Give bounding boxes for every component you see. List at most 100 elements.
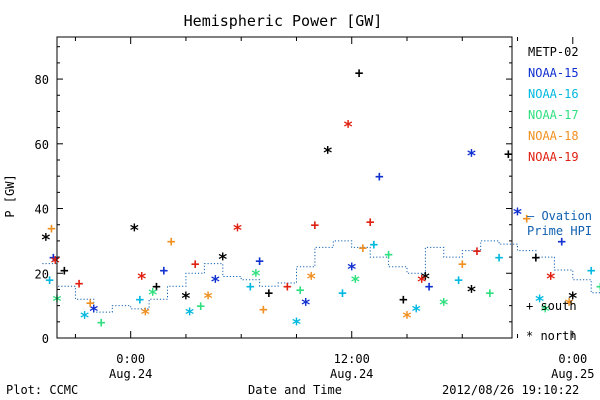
- south-point-noaa-15: +: [375, 169, 383, 185]
- x-tick-label-date: Aug.24: [109, 367, 152, 381]
- plot-credit: Plot: CCMC: [6, 383, 78, 397]
- y-tick-label: 20: [35, 267, 49, 281]
- south-point-metp-02: +: [504, 147, 512, 163]
- north-point-noaa-17: *: [540, 302, 550, 322]
- legend-noaa-17: NOAA-17: [528, 108, 579, 122]
- south-point-noaa-15: +: [49, 250, 57, 266]
- legend-symbol-north: * north: [526, 329, 577, 343]
- south-point-noaa-17: +: [486, 286, 494, 302]
- south-point-noaa-17: +: [296, 283, 304, 299]
- south-point-noaa-18: +: [167, 234, 175, 250]
- north-point-noaa-15: *: [89, 302, 99, 322]
- legend-symbol-south: + south: [526, 299, 577, 313]
- south-point-noaa-17: +: [97, 315, 105, 331]
- south-point-noaa-16: +: [495, 250, 503, 266]
- north-point-metp-02: *: [181, 289, 191, 309]
- south-point-noaa-15: +: [557, 234, 565, 250]
- legend-noaa-18: NOAA-18: [528, 129, 579, 143]
- x-tick-label-date: Aug.25: [551, 367, 594, 381]
- north-point-noaa-15: *: [512, 205, 522, 225]
- north-point-noaa-19: *: [232, 221, 242, 241]
- north-point-noaa-19: *: [50, 253, 60, 273]
- south-point-metp-02: +: [399, 292, 407, 308]
- north-point-noaa-16: *: [184, 305, 194, 325]
- south-point-metp-02: +: [152, 279, 160, 295]
- south-point-noaa-19: +: [283, 279, 291, 295]
- north-point-metp-02: *: [568, 289, 578, 309]
- chart-title: Hemispheric Power [GW]: [184, 12, 383, 30]
- plot-axes: 0204060800:00Aug.2412:00Aug.240:00Aug.25…: [35, 36, 594, 381]
- ovation-hpi-series: [42, 240, 600, 313]
- south-point-noaa-18: +: [359, 240, 367, 256]
- south-point-noaa-17: +: [196, 299, 204, 315]
- south-point-noaa-19: +: [311, 218, 319, 234]
- north-point-noaa-15: *: [210, 273, 220, 293]
- plot-timestamp: 2012/08/26 19:10:22: [442, 383, 579, 397]
- north-point-noaa-17: *: [350, 273, 360, 293]
- legend-noaa-16: NOAA-16: [528, 87, 579, 101]
- south-point-noaa-18: +: [458, 257, 466, 273]
- south-point-noaa-15: +: [160, 263, 168, 279]
- north-point-noaa-19: *: [417, 273, 427, 293]
- y-tick-label: 60: [35, 138, 49, 152]
- south-point-noaa-15: +: [255, 253, 263, 269]
- north-point-noaa-18: *: [203, 289, 213, 309]
- north-point-noaa-15: *: [466, 147, 476, 167]
- north-point-noaa-16: *: [291, 315, 301, 335]
- south-point-noaa-19: +: [473, 244, 481, 260]
- north-point-noaa-17: *: [439, 295, 449, 315]
- legend-noaa-15: NOAA-15: [528, 66, 579, 80]
- south-point-noaa-16: +: [45, 273, 53, 289]
- north-point-noaa-18: *: [402, 308, 412, 328]
- y-tick-label: 0: [42, 332, 49, 346]
- legend-ovation-hpi: Prime HPI: [527, 224, 592, 238]
- x-tick-label-time: 0:00: [558, 352, 587, 366]
- north-point-noaa-18: *: [140, 305, 150, 325]
- x-axis-label: Date and Time: [248, 383, 342, 397]
- x-tick-label-time: 0:00: [116, 352, 145, 366]
- ovation-hpi-line: [42, 240, 600, 313]
- north-point-metp-02: *: [129, 221, 139, 241]
- x-tick-label-time: 12:00: [334, 352, 370, 366]
- south-point-noaa-16: +: [454, 273, 462, 289]
- south-point-noaa-19: +: [366, 215, 374, 231]
- legend: METP-02 NOAA-15 NOAA-16 NOAA-17 NOAA-18 NOAA-…: [526, 45, 592, 343]
- x-tick-label-date: Aug.24: [330, 367, 373, 381]
- data-points: *+*+**+*++**++**+**+*+*+*+*+*+*++*+*+**+…: [41, 66, 600, 335]
- south-point-noaa-16: +: [587, 263, 595, 279]
- y-axis-label: P [GW]: [3, 174, 17, 217]
- south-point-noaa-18: +: [522, 211, 530, 227]
- north-point-metp-02: *: [323, 143, 333, 163]
- south-point-metp-02: +: [532, 250, 540, 266]
- north-point-metp-02: *: [466, 283, 476, 303]
- south-point-noaa-17: +: [384, 247, 392, 263]
- north-point-noaa-19: *: [343, 117, 353, 137]
- north-point-noaa-18: *: [564, 295, 574, 315]
- north-point-noaa-17: *: [148, 286, 158, 306]
- y-tick-label: 80: [35, 73, 49, 87]
- south-point-noaa-16: +: [246, 279, 254, 295]
- south-point-noaa-16: +: [338, 286, 346, 302]
- south-point-noaa-18: +: [86, 295, 94, 311]
- north-point-noaa-17: *: [251, 266, 261, 286]
- north-point-noaa-16: *: [79, 308, 89, 328]
- north-point-metp-02: *: [420, 270, 430, 290]
- south-point-noaa-16: +: [136, 292, 144, 308]
- south-point-metp-02: +: [265, 286, 273, 302]
- south-point-noaa-18: +: [259, 302, 267, 318]
- south-point-noaa-19: +: [75, 276, 83, 292]
- legend-ovation-hpi: — Ovation: [527, 209, 592, 223]
- north-point-metp-02: *: [218, 250, 228, 270]
- north-point-noaa-18: *: [306, 270, 316, 290]
- south-point-metp-02: +: [355, 66, 363, 82]
- plot-frame: [56, 36, 513, 339]
- north-point-noaa-16: *: [411, 302, 421, 322]
- legend-metp-02: METP-02: [528, 45, 579, 59]
- legend-noaa-19: NOAA-19: [528, 150, 579, 164]
- north-point-noaa-16: *: [534, 292, 544, 312]
- north-point-noaa-15: *: [347, 260, 357, 280]
- south-point-noaa-19: +: [191, 257, 199, 273]
- north-point-noaa-19: *: [546, 270, 556, 290]
- y-tick-label: 40: [35, 203, 49, 217]
